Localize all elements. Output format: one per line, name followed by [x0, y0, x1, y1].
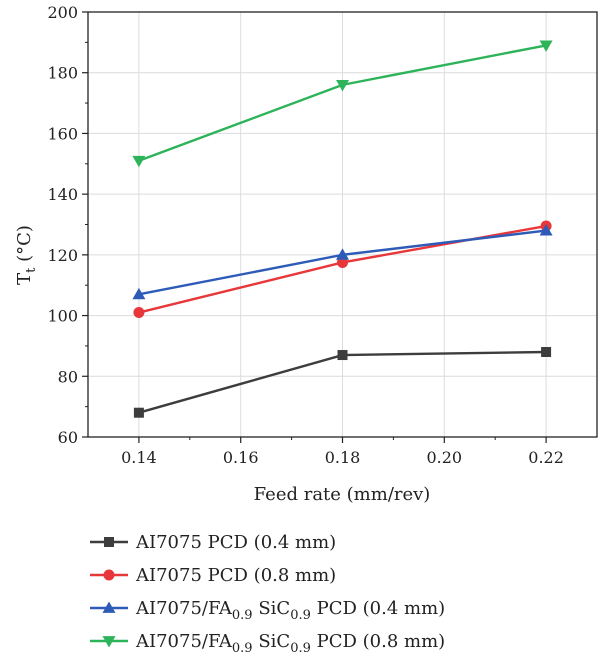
data-point-s3-2 — [539, 40, 553, 52]
legend-item-1: AI7075 PCD (0.8 mm) — [90, 565, 336, 586]
y-tick-label-2: 100 — [47, 307, 78, 326]
y-tick-label-5: 160 — [47, 124, 78, 143]
y-tick-label-3: 120 — [47, 246, 78, 265]
series-layer — [132, 40, 553, 418]
y-tick-label-0: 60 — [58, 428, 78, 447]
x-tick-label-3: 0.20 — [426, 448, 462, 467]
data-point-s3-0 — [132, 155, 146, 168]
legend-marker-0 — [104, 537, 114, 547]
legend-label-2: AI7075/FA0.9 SiC0.9 PCD (0.4 mm) — [135, 598, 445, 623]
series-0 — [133, 347, 552, 418]
series-3 — [132, 40, 553, 168]
series-2 — [132, 224, 553, 300]
x-tick-label-4: 0.22 — [528, 448, 564, 467]
data-point-s1-0 — [133, 307, 145, 319]
y-axis: 60 80 100 120 140 160 180 200 — [47, 3, 88, 447]
data-point-s0-2 — [541, 347, 552, 357]
data-point-s0-0 — [133, 407, 144, 418]
y-axis-title: Tt (°C) — [14, 225, 39, 285]
legend-item-0: AI7075 PCD (0.4 mm) — [90, 532, 336, 553]
y-tick-label-6: 180 — [47, 64, 78, 83]
data-point-s2-2 — [539, 224, 553, 236]
data-point-s0-1 — [337, 350, 348, 361]
x-tick-label-0: 0.14 — [121, 448, 157, 467]
legend-item-2: AI7075/FA0.9 SiC0.9 PCD (0.4 mm) — [90, 598, 445, 623]
legend-item-3: AI7075/FA0.9 SiC0.9 PCD (0.8 mm) — [90, 631, 445, 656]
x-axis-title: Feed rate (mm/rev) — [254, 484, 431, 505]
legend-label-3: AI7075/FA0.9 SiC0.9 PCD (0.8 mm) — [135, 631, 445, 656]
grid-lines — [88, 11, 597, 438]
data-point-s2-1 — [336, 248, 349, 260]
y-tick-label-4: 140 — [47, 185, 78, 204]
legend-label-1: AI7075 PCD (0.8 mm) — [135, 565, 336, 586]
legend-label-0: AI7075 PCD (0.4 mm) — [135, 532, 336, 553]
y-tick-label-7: 200 — [47, 3, 78, 22]
y-tick-label-1: 80 — [58, 367, 78, 386]
legend-marker-3 — [102, 636, 116, 648]
legend: AI7075 PCD (0.4 mm) AI7075 PCD (0.8 mm) AI… — [90, 532, 445, 656]
data-point-s2-0 — [132, 287, 146, 300]
x-tick-label-1: 0.16 — [223, 448, 259, 467]
data-point-s3-1 — [336, 79, 349, 92]
legend-marker-2 — [102, 601, 116, 613]
x-tick-label-2: 0.18 — [325, 448, 361, 467]
x-axis: 0.14 0.16 0.18 0.20 0.22 — [121, 437, 564, 467]
legend-marker-1 — [103, 569, 115, 581]
